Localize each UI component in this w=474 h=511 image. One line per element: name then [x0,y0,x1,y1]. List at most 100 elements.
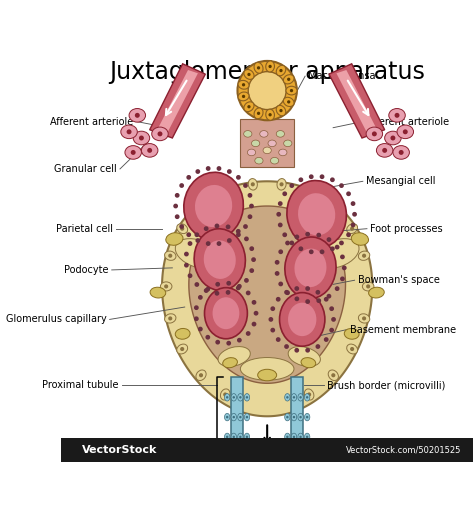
Circle shape [215,282,220,287]
Circle shape [285,290,290,295]
Ellipse shape [385,131,401,145]
Circle shape [391,135,395,141]
Ellipse shape [244,433,250,440]
Circle shape [327,294,331,298]
Circle shape [342,266,346,270]
Circle shape [180,226,184,230]
Ellipse shape [389,108,405,122]
Ellipse shape [328,370,338,381]
Polygon shape [337,70,375,133]
Circle shape [309,174,314,179]
Circle shape [294,348,299,353]
Circle shape [164,284,168,289]
Circle shape [305,232,310,237]
Circle shape [248,72,286,109]
Text: Juxtaglomerular apparatus: Juxtaglomerular apparatus [109,60,425,84]
Circle shape [205,335,210,340]
Circle shape [186,233,191,237]
Circle shape [236,229,241,234]
Circle shape [127,129,131,134]
Polygon shape [291,377,303,446]
Ellipse shape [133,131,150,145]
Ellipse shape [160,282,172,291]
Ellipse shape [287,180,346,248]
Circle shape [227,238,232,243]
Circle shape [339,241,344,245]
Circle shape [283,233,287,237]
Circle shape [233,396,235,399]
Circle shape [186,175,191,180]
Circle shape [246,331,251,336]
Circle shape [316,233,321,238]
Circle shape [217,241,221,246]
Circle shape [247,73,251,76]
Ellipse shape [175,239,219,268]
Ellipse shape [254,62,263,73]
Ellipse shape [150,287,166,298]
Circle shape [168,316,173,320]
Circle shape [350,226,354,230]
Circle shape [204,288,209,293]
Ellipse shape [283,75,294,84]
Ellipse shape [129,108,146,122]
Circle shape [351,223,356,227]
Ellipse shape [304,393,310,401]
Circle shape [283,192,287,196]
Ellipse shape [212,297,239,329]
Text: Parietal cell: Parietal cell [55,224,112,234]
Circle shape [276,212,281,217]
Circle shape [362,253,366,258]
Ellipse shape [141,144,158,157]
Circle shape [194,316,199,321]
Ellipse shape [164,314,176,323]
Circle shape [278,201,283,206]
Polygon shape [159,70,198,133]
Circle shape [287,78,291,81]
Ellipse shape [369,287,384,298]
Ellipse shape [244,413,250,421]
Circle shape [237,61,297,120]
Ellipse shape [125,146,141,159]
Ellipse shape [344,329,359,339]
Circle shape [299,177,303,182]
Ellipse shape [121,125,137,138]
Polygon shape [162,181,372,416]
Circle shape [194,282,199,287]
Ellipse shape [225,393,230,401]
Ellipse shape [166,233,183,245]
Circle shape [139,135,144,141]
Circle shape [299,246,303,251]
Circle shape [362,316,366,320]
Ellipse shape [285,433,290,440]
Ellipse shape [196,202,206,212]
Circle shape [279,109,283,112]
Circle shape [268,65,272,68]
Circle shape [278,223,283,227]
Circle shape [226,224,230,229]
Circle shape [299,396,302,399]
Text: Glomerulus capillary: Glomerulus capillary [6,314,106,324]
Circle shape [215,223,219,228]
Circle shape [382,148,387,153]
Text: Efferent arteriole: Efferent arteriole [366,117,449,127]
Ellipse shape [397,125,413,138]
Circle shape [226,416,228,419]
Circle shape [233,416,235,419]
Circle shape [257,112,260,115]
Bar [61,438,474,461]
Circle shape [276,297,281,301]
Circle shape [236,175,241,180]
Circle shape [268,317,273,322]
Circle shape [215,340,220,344]
Ellipse shape [255,157,263,164]
Ellipse shape [152,127,168,141]
Circle shape [173,204,178,208]
Circle shape [223,190,227,194]
Circle shape [175,214,180,219]
Ellipse shape [254,108,263,119]
Ellipse shape [204,288,247,339]
Circle shape [309,249,314,254]
Circle shape [340,254,345,259]
Ellipse shape [238,80,249,89]
Circle shape [305,299,310,304]
